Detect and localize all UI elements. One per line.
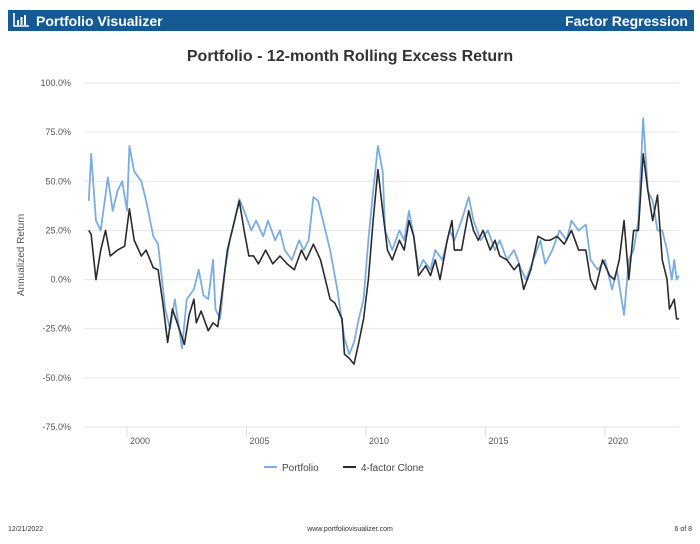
x-tick-label: 2020 [608,436,628,446]
y-tick-label: -50.0% [42,373,71,383]
footer-url: www.portfoliovisualizer.com [307,526,393,533]
x-tick-label: 2000 [130,436,150,446]
y-tick-label: 25.0% [45,225,71,235]
y-axis-label: Annualized Return [16,214,27,296]
y-tick-label: 75.0% [45,127,71,137]
y-tick-label: 100.0% [40,78,71,88]
header-bar: Portfolio Visualizer Factor Regression [8,10,694,31]
legend-label: 4-factor Clone [361,463,424,474]
brand-name[interactable]: Portfolio Visualizer [36,13,163,29]
y-tick-label: 50.0% [45,176,71,186]
legend-label: Portfolio [282,463,319,474]
x-tick-label: 2005 [249,436,269,446]
x-tick-label: 2015 [488,436,508,446]
section-title: Factor Regression [565,13,688,29]
bar-chart-icon [13,13,29,27]
y-tick-label: -75.0% [42,422,71,432]
footer-page: 6 of 8 [674,526,692,533]
chart-title: Portfolio - 12-month Rolling Excess Retu… [186,48,514,65]
footer-date: 12/21/2022 [8,526,44,533]
y-tick-label: 0.0% [50,275,71,285]
series-line-clone [88,152,679,365]
y-tick-label: -25.0% [42,324,71,334]
series-line-portfolio [87,117,680,356]
x-tick-label: 2010 [369,436,389,446]
